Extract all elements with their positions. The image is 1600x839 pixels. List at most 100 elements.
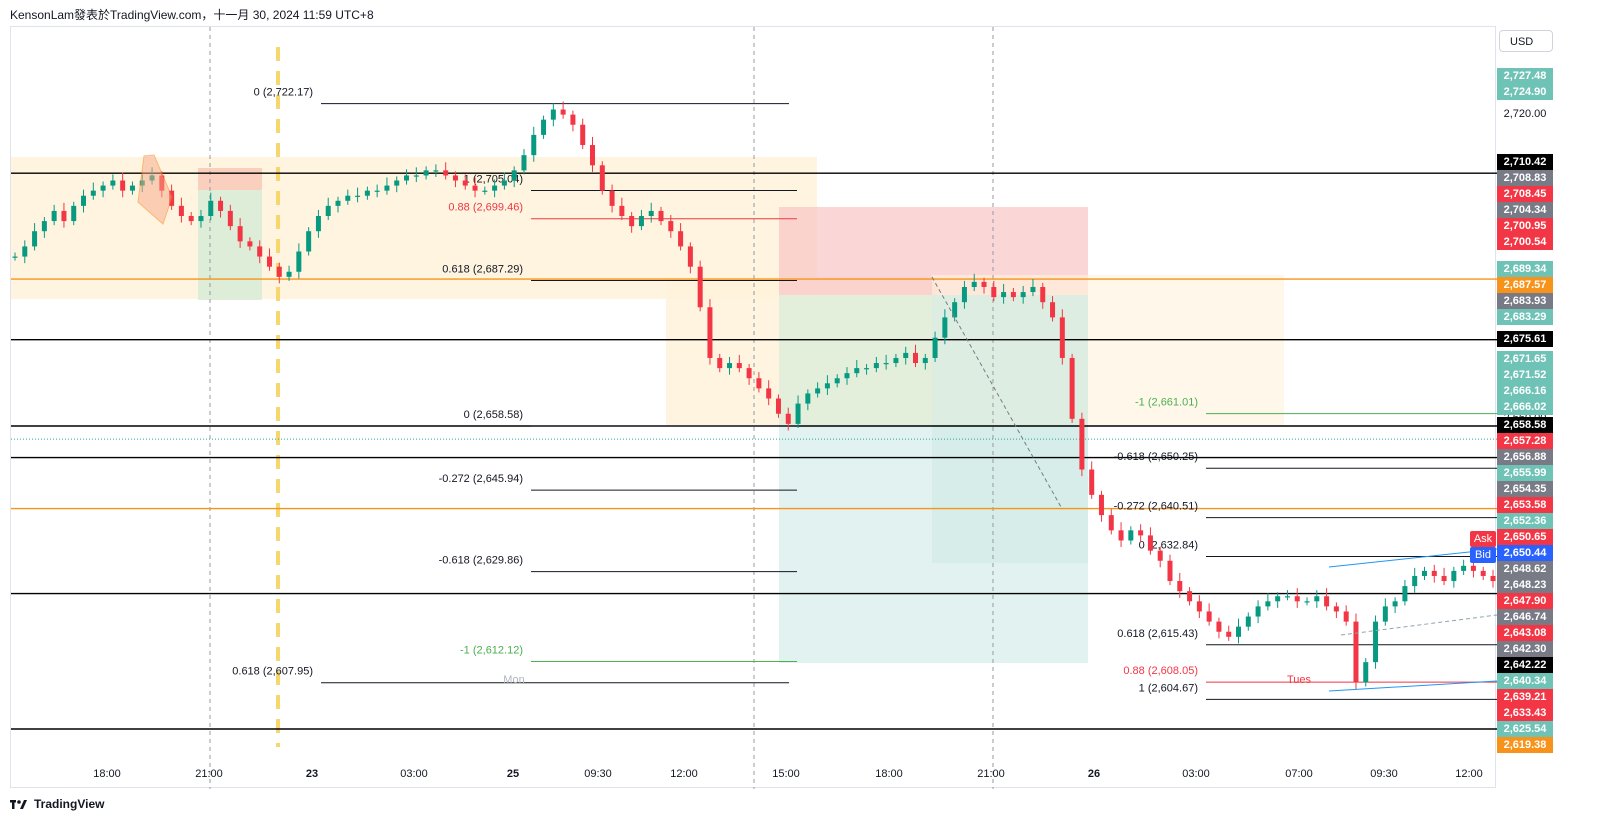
candle-body-28 [286, 271, 292, 277]
candle-body-42 [423, 170, 429, 176]
price-label: 2,658.58 [1497, 417, 1553, 433]
candle-body-86 [854, 368, 860, 374]
candle-body-128 [1265, 601, 1271, 607]
candle-body-70 [697, 266, 703, 308]
price-label: 2,666.02 [1497, 398, 1553, 415]
candle-body-79 [785, 413, 791, 424]
candle-body-52 [521, 155, 527, 171]
candle-body-54 [541, 119, 547, 135]
session-label-1: Tues [1287, 674, 1312, 686]
candle-body-120 [1187, 591, 1193, 602]
candle-body-47 [472, 185, 478, 191]
candle-body-96 [952, 302, 958, 318]
candle-body-57 [570, 114, 576, 125]
candle-body-82 [815, 388, 821, 394]
candle-body-80 [795, 403, 801, 424]
candle-body-109 [1079, 418, 1085, 470]
trendline-mid [1340, 614, 1497, 636]
candle-body-151 [1490, 575, 1496, 582]
candle-body-98 [971, 281, 977, 287]
candle-body-29 [296, 251, 302, 272]
price-tick: 2,720.00 [1503, 107, 1547, 120]
time-tick: 03:00 [1182, 768, 1210, 780]
candle-body-73 [727, 363, 733, 369]
candle-body-97 [961, 286, 967, 303]
session-label-0: Mon [503, 674, 524, 686]
price-label: 2,643.08 [1497, 625, 1553, 641]
time-tick: 12:00 [670, 768, 698, 780]
candle-body-106 [1050, 302, 1056, 318]
candle-body-2 [32, 231, 38, 247]
candle-body-117 [1157, 550, 1163, 561]
candle-body-87 [864, 368, 870, 370]
candle-body-123 [1216, 621, 1222, 632]
price-label: 2,648.62 [1497, 561, 1553, 577]
candle-body-105 [1040, 286, 1046, 303]
candle-body-5 [61, 210, 67, 222]
candle-body-35 [355, 195, 361, 197]
chart-plot-area[interactable]: 0 (2,722.17) 1 (2,705.04) 0.88 (2,699.46) 0… [10, 26, 1497, 789]
candle-body-136 [1343, 611, 1349, 622]
candle-body-119 [1177, 581, 1183, 592]
candle-body-145 [1431, 570, 1437, 576]
candle-body-114 [1128, 530, 1134, 541]
candle-body-41 [413, 175, 419, 177]
price-label: 2,683.29 [1497, 309, 1553, 326]
candle-body-3 [41, 221, 47, 232]
candle-body-66 [658, 210, 664, 222]
candle-body-10 [110, 180, 116, 186]
candlestick-chart: 0 (2,722.17) 1 (2,705.04) 0.88 (2,699.46) 0… [11, 27, 1497, 789]
price-label: 2,683.93 [1497, 293, 1553, 310]
time-tick: 07:00 [1285, 768, 1313, 780]
candle-body-32 [325, 205, 331, 217]
time-tick: 23 [305, 768, 319, 780]
candle-body-84 [834, 378, 840, 384]
fib-left-label-1: 1 (2,705.04) [464, 173, 523, 185]
candle-body-93 [922, 357, 928, 364]
candle-body-101 [1001, 292, 1007, 298]
candle-body-129 [1275, 596, 1281, 602]
fib-left-label-0: 0 (2,722.17) [254, 87, 313, 99]
tradingview-logo-icon [10, 800, 27, 809]
price-label: 2,648.23 [1497, 577, 1553, 593]
price-label: 2,708.45 [1497, 186, 1553, 203]
candle-body-62 [619, 205, 625, 217]
ask-badge: Ask [1470, 531, 1496, 547]
candle-body-122 [1206, 611, 1212, 622]
price-label: 2,633.43 [1497, 705, 1553, 721]
price-label: 2,671.52 [1497, 366, 1553, 383]
trendline-upper [1328, 548, 1497, 568]
price-label: 2,724.90 [1497, 83, 1553, 100]
candle-body-46 [462, 180, 468, 186]
price-label: 2,700.54 [1497, 234, 1553, 251]
candle-body-9 [100, 185, 106, 191]
candle-body-113 [1118, 530, 1124, 541]
candle-body-94 [932, 337, 938, 358]
candle-body-132 [1304, 601, 1310, 603]
currency-selector[interactable]: USD [1499, 30, 1553, 52]
candle-body-146 [1441, 575, 1447, 582]
candle-body-74 [736, 363, 742, 369]
candle-body-134 [1324, 596, 1330, 607]
candle-body-67 [668, 221, 674, 232]
price-label: 2,642.30 [1497, 641, 1553, 657]
candle-body-110 [1089, 469, 1095, 495]
candle-body-83 [824, 383, 830, 389]
candle-body-56 [560, 109, 566, 115]
candle-body-81 [805, 393, 811, 404]
candle-body-95 [942, 317, 948, 338]
price-label: 2,652.36 [1497, 513, 1553, 529]
candle-body-48 [482, 190, 488, 192]
candle-body-18 [188, 216, 194, 222]
time-tick: 09:30 [584, 768, 612, 780]
time-tick: 03:00 [400, 768, 428, 780]
candle-body-127 [1255, 606, 1261, 617]
candle-body-34 [345, 195, 351, 201]
candle-body-125 [1236, 626, 1242, 637]
price-label: 2,650.65 [1497, 529, 1553, 545]
candle-body-51 [511, 170, 517, 181]
candle-body-100 [991, 286, 997, 298]
time-tick: 21:00 [195, 768, 223, 780]
candle-body-137 [1353, 621, 1359, 683]
candle-body-102 [1010, 292, 1016, 298]
